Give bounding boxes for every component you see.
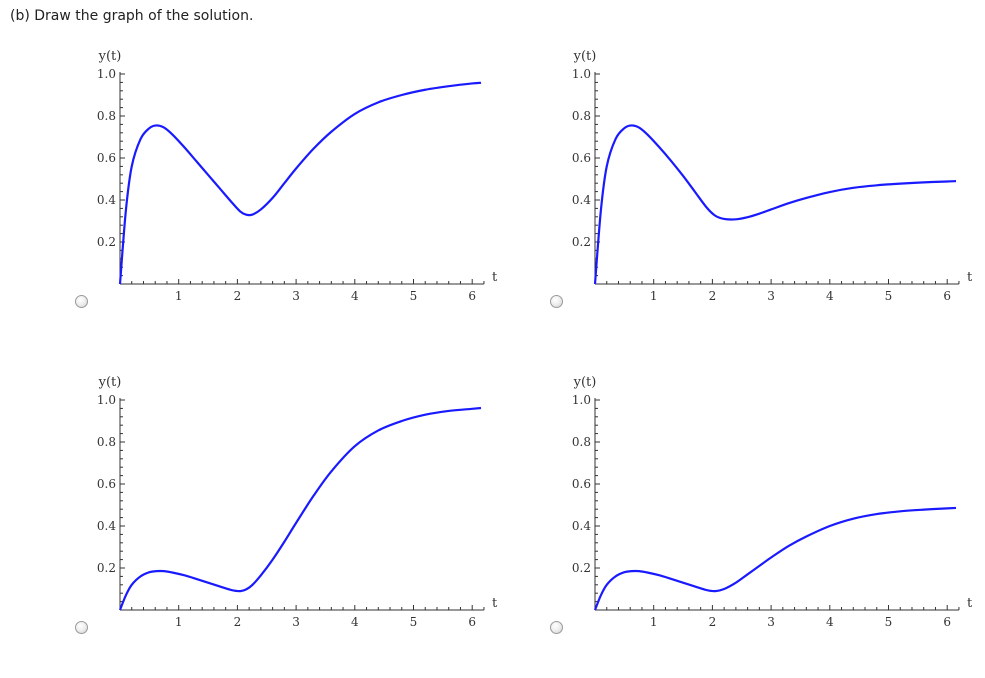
y-axis-title: y(t) [573, 375, 597, 390]
x-tick-label: 4 [351, 289, 359, 303]
x-tick-label: 1 [175, 289, 183, 303]
x-tick-label: 1 [650, 615, 658, 629]
y-tick-label: 0.6 [572, 477, 591, 491]
x-tick-label: 5 [410, 615, 418, 629]
answer-option-1: 1 2 3 4 5 6 0.2 0.4 0.6 0.8 1.0 y(t) t [80, 32, 560, 352]
solution-graph-4: 1 2 3 4 5 6 0.2 0.4 0.6 0.8 1.0 y(t) t [572, 375, 973, 629]
x-tick-label: 3 [767, 615, 775, 629]
x-tick-label: 4 [351, 615, 359, 629]
radio-option-2[interactable] [550, 295, 563, 308]
x-tick-label: 3 [767, 289, 775, 303]
solution-curve [593, 124, 957, 285]
radio-option-4[interactable] [550, 621, 563, 634]
radio-option-3[interactable] [75, 621, 88, 634]
x-tick-label: 3 [292, 289, 300, 303]
solution-curve [118, 406, 482, 611]
x-tick-label: 2 [709, 615, 717, 629]
y-tick-label: 1.0 [97, 67, 116, 81]
answer-option-3: 1 2 3 4 5 6 0.2 0.4 0.6 0.8 1.0 y(t) t [80, 358, 560, 678]
x-tick-label: 3 [292, 615, 300, 629]
x-tick-label: 2 [709, 289, 717, 303]
x-tick-label: 5 [410, 289, 418, 303]
y-axis-title: y(t) [98, 375, 122, 390]
solution-graph-1: 1 2 3 4 5 6 0.2 0.4 0.6 0.8 1.0 y(t) t [97, 49, 498, 303]
solution-graph-2: 1 2 3 4 5 6 0.2 0.4 0.6 0.8 1.0 y(t) t [572, 49, 973, 303]
x-tick-label: 1 [650, 289, 658, 303]
y-tick-label: 0.2 [97, 235, 116, 249]
answer-option-4: 1 2 3 4 5 6 0.2 0.4 0.6 0.8 1.0 y(t) t [555, 358, 985, 678]
y-tick-label: 0.6 [97, 477, 116, 491]
y-tick-label: 1.0 [572, 393, 591, 407]
x-tick-label: 6 [943, 289, 951, 303]
y-tick-label: 1.0 [97, 393, 116, 407]
y-tick-label: 0.6 [97, 151, 116, 165]
y-tick-label: 0.2 [572, 235, 591, 249]
y-tick-label: 0.6 [572, 151, 591, 165]
x-tick-label: 2 [234, 289, 242, 303]
y-tick-label: 0.4 [97, 519, 116, 533]
solution-curve [118, 81, 482, 285]
y-tick-label: 0.4 [97, 193, 116, 207]
x-tick-label: 1 [175, 615, 183, 629]
x-tick-label: 6 [943, 615, 951, 629]
y-tick-label: 0.8 [572, 109, 591, 123]
y-tick-label: 0.2 [572, 561, 591, 575]
y-tick-label: 0.4 [572, 519, 591, 533]
answer-option-2: 1 2 3 4 5 6 0.2 0.4 0.6 0.8 1.0 y(t) t [555, 32, 985, 352]
x-tick-label: 5 [885, 615, 893, 629]
solution-graph-3: 1 2 3 4 5 6 0.2 0.4 0.6 0.8 1.0 y(t) t [97, 375, 498, 629]
x-tick-label: 6 [468, 289, 476, 303]
x-axis-title: t [967, 596, 973, 611]
solution-curve [593, 506, 957, 611]
y-tick-label: 0.4 [572, 193, 591, 207]
y-tick-label: 0.8 [572, 435, 591, 449]
x-axis-title: t [492, 270, 498, 285]
y-tick-label: 1.0 [572, 67, 591, 81]
x-tick-label: 2 [234, 615, 242, 629]
x-tick-label: 4 [826, 289, 834, 303]
y-axis-title: y(t) [98, 49, 122, 64]
x-axis-title: t [492, 596, 498, 611]
radio-option-1[interactable] [75, 295, 88, 308]
x-tick-label: 4 [826, 615, 834, 629]
y-tick-label: 0.8 [97, 109, 116, 123]
question-text: (b) Draw the graph of the solution. [10, 8, 254, 24]
y-tick-label: 0.8 [97, 435, 116, 449]
x-tick-label: 5 [885, 289, 893, 303]
y-axis-title: y(t) [573, 49, 597, 64]
x-axis-title: t [967, 270, 973, 285]
x-tick-label: 6 [468, 615, 476, 629]
y-tick-label: 0.2 [97, 561, 116, 575]
